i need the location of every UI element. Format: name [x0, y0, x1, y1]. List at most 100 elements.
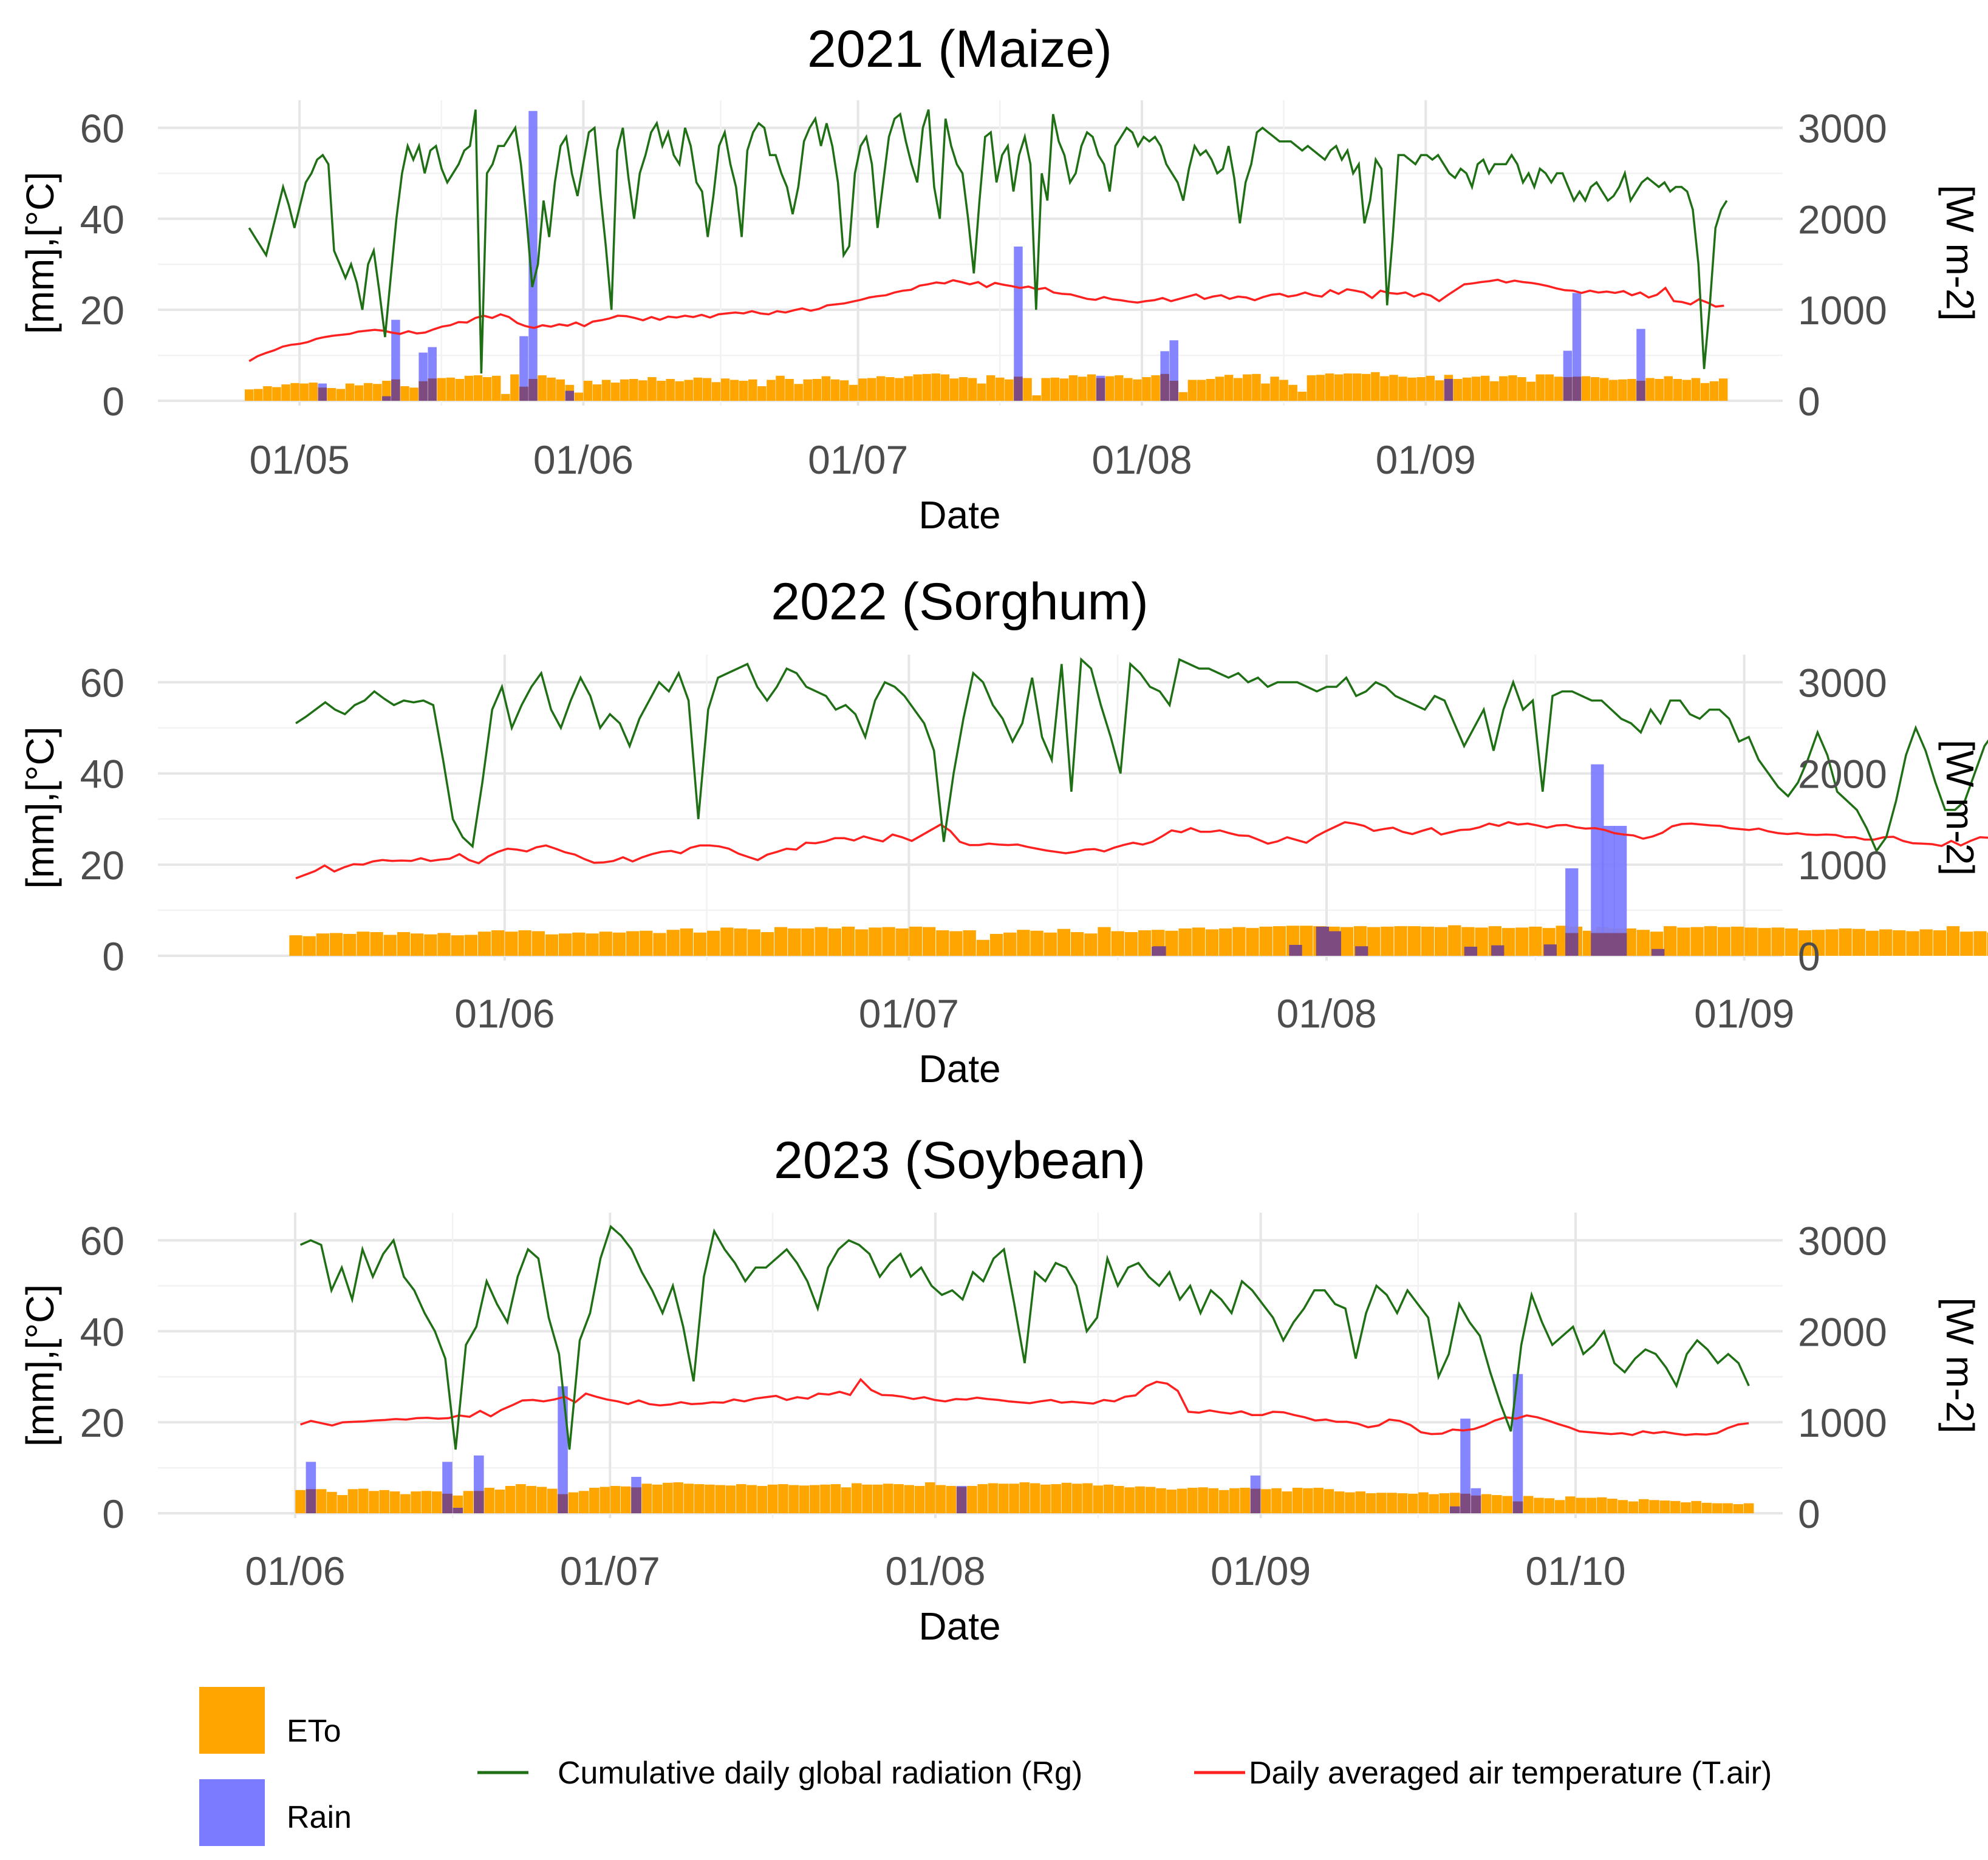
y-right-tick-label: 0 — [1798, 379, 1820, 424]
eto-bar — [1224, 375, 1234, 401]
eto-bar — [872, 1484, 883, 1513]
eto-bar — [1229, 1488, 1240, 1513]
legend: ETo Rain Cumulative daily global radiati… — [199, 1687, 1772, 1846]
eto-bar — [451, 935, 464, 956]
y-right-tick-label: 1000 — [1798, 1400, 1887, 1445]
eto-bar — [1142, 377, 1151, 401]
eto-bar — [336, 389, 346, 401]
eto-bar — [1544, 1498, 1555, 1513]
eto-bar — [1471, 376, 1481, 401]
eto-bar — [785, 379, 794, 401]
eto-bar — [788, 928, 801, 956]
eto-bar — [1282, 1491, 1293, 1513]
eto-bar — [345, 383, 355, 401]
eto-bar — [437, 933, 451, 956]
eto-bar — [281, 384, 290, 401]
eto-bar — [1627, 379, 1636, 401]
eto-bar — [1070, 932, 1084, 956]
eto-bar — [757, 386, 767, 401]
eto-bar — [886, 377, 895, 401]
panel-title: 2022 (Sorghum) — [771, 573, 1148, 631]
eto-bar — [841, 926, 855, 956]
eto-bar — [778, 1484, 788, 1513]
eto-bar — [337, 1495, 348, 1513]
eto-bar — [400, 386, 409, 401]
rain-eto-overlap — [631, 1487, 641, 1513]
eto-bar — [815, 927, 828, 956]
eto-bar — [578, 1491, 589, 1513]
eto-bar — [329, 933, 343, 956]
eto-bar — [572, 932, 586, 956]
eto-bar — [1205, 929, 1219, 956]
eto-bar — [538, 375, 547, 401]
eto-bar — [1659, 1501, 1670, 1513]
eto-bar — [855, 929, 869, 956]
rain-eto-overlap — [1636, 381, 1645, 401]
eto-bar — [1198, 1487, 1208, 1513]
eto-bar — [494, 1490, 505, 1513]
y-left-tick-label: 20 — [80, 843, 125, 888]
rain-eto-overlap — [1572, 376, 1582, 401]
rain-eto-overlap — [318, 387, 327, 401]
rain-bar — [1316, 926, 1330, 956]
eto-bar — [1272, 926, 1286, 956]
rain-eto-overlap — [1563, 377, 1573, 401]
y-left-tick-label: 0 — [102, 1491, 125, 1536]
eto-bar — [1933, 930, 1947, 956]
legend-rg-label: Cumulative daily global radiation (Rg) — [558, 1756, 1082, 1791]
eto-bar — [739, 381, 748, 401]
eto-bar — [1233, 378, 1243, 401]
x-tick-label: 01/10 — [1525, 1548, 1625, 1593]
eto-bar — [922, 927, 936, 956]
eto-bar — [1271, 1488, 1282, 1513]
x-tick-label: 01/09 — [1694, 991, 1794, 1036]
eto-bar — [711, 382, 721, 401]
eto-bar — [505, 1486, 516, 1513]
eto-bar — [801, 928, 815, 956]
eto-bar — [1051, 1484, 1061, 1513]
eto-bar — [1381, 926, 1394, 956]
eto-bar — [1093, 1485, 1104, 1513]
eto-bar — [1785, 928, 1798, 956]
eto-bar — [1717, 927, 1731, 956]
rain-bar — [1153, 946, 1166, 956]
eto-bar — [693, 377, 703, 401]
eto-bar — [309, 383, 318, 401]
eto-bar — [1523, 1496, 1534, 1513]
eto-bar — [601, 380, 611, 401]
eto-bar — [1145, 1487, 1156, 1513]
eto-bar — [424, 934, 437, 956]
eto-bar — [302, 936, 316, 956]
eto-bar — [1032, 395, 1041, 401]
eto-bar — [1071, 1484, 1082, 1513]
eto-bar — [788, 1485, 799, 1513]
eto-bar — [1758, 928, 1771, 956]
eto-bar — [1718, 378, 1728, 401]
eto-bar — [1365, 1493, 1376, 1513]
rain-eto-overlap — [1169, 381, 1178, 401]
eto-bar — [640, 930, 653, 956]
rain-bar — [1591, 764, 1604, 956]
eto-bar — [812, 379, 822, 401]
eto-bar — [437, 378, 446, 401]
eto-bar — [556, 379, 565, 401]
eto-bar — [1219, 928, 1232, 956]
eto-bar — [516, 1484, 526, 1513]
eto-bar — [295, 1490, 306, 1513]
eto-bar — [473, 375, 483, 401]
eto-bar — [1448, 925, 1461, 956]
eto-bar — [996, 377, 1005, 401]
legend-rain-swatch — [199, 1779, 265, 1846]
eto-bar — [946, 1486, 957, 1513]
eto-bar — [411, 1491, 421, 1513]
rain-bar — [519, 336, 528, 401]
eto-bar — [1389, 375, 1398, 401]
x-tick-label: 01/09 — [1211, 1548, 1311, 1593]
eto-bar — [1628, 1501, 1639, 1513]
eto-bar — [1178, 392, 1188, 401]
eto-bar — [839, 380, 849, 401]
eto-bar — [1987, 932, 1988, 956]
eto-bar — [1023, 378, 1032, 401]
eto-bar — [1084, 933, 1098, 956]
